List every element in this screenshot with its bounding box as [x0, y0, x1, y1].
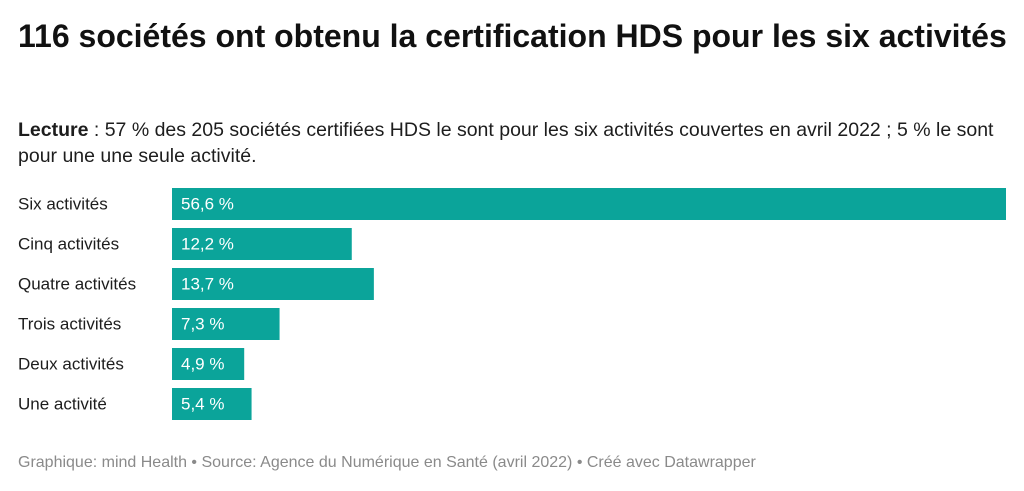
category-label: Six activités — [18, 195, 108, 214]
bar-row: Trois activités 7,3 % — [18, 308, 280, 340]
bar — [172, 188, 1006, 220]
value-label: 12,2 % — [181, 235, 234, 254]
category-label: Trois activités — [18, 315, 121, 334]
category-label: Cinq activités — [18, 235, 119, 254]
value-label: 7,3 % — [181, 315, 224, 334]
bar-chart: Six activités 56,6 % Cinq activités 12,2 % Q… — [18, 188, 1006, 420]
bar — [172, 228, 352, 260]
bar — [172, 268, 374, 300]
bar-row: Six activités 56,6 % — [18, 188, 1006, 220]
bar-row: Quatre activités 13,7 % — [18, 268, 374, 300]
description-text: : 57 % des 205 sociétés certifiées HDS l… — [18, 119, 994, 167]
category-label: Quatre activités — [18, 275, 136, 294]
description-label: Lecture — [18, 119, 89, 141]
value-label: 4,9 % — [181, 355, 224, 374]
value-label: 56,6 % — [181, 195, 234, 214]
bar-row: Une activité 5,4 % — [18, 388, 252, 420]
bar-row: Deux activités 4,9 % — [18, 348, 245, 380]
chart-description: Lecture : 57 % des 205 sociétés certifié… — [18, 117, 1008, 169]
category-label: Une activité — [18, 395, 107, 414]
bar — [172, 388, 252, 420]
value-label: 13,7 % — [181, 275, 234, 294]
bar — [172, 348, 245, 380]
category-label: Deux activités — [18, 355, 124, 374]
chart-title: 116 sociétés ont obtenu la certification… — [18, 18, 1007, 54]
bar-row: Cinq activités 12,2 % — [18, 228, 352, 260]
chart-footer: Graphique: mind Health • Source: Agence … — [18, 454, 756, 471]
bar — [172, 308, 280, 340]
value-label: 5,4 % — [181, 395, 224, 414]
